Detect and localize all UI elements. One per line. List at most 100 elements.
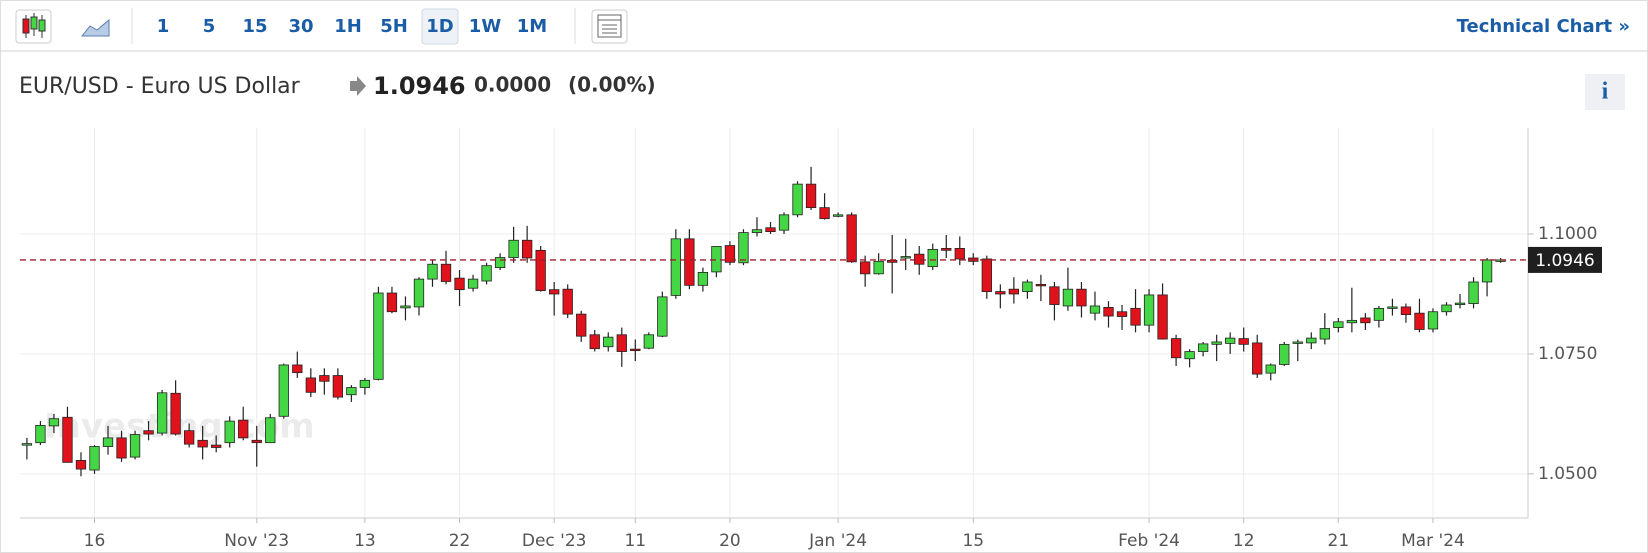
candle-body — [1387, 306, 1398, 309]
candle-body — [1157, 294, 1168, 340]
candle-body — [332, 375, 344, 398]
candle-body — [711, 246, 722, 273]
candlestick-icon[interactable] — [15, 9, 52, 44]
x-tick-label: Mar '24 — [1401, 531, 1465, 551]
candle-body — [265, 417, 276, 444]
interval[interactable]: 15 — [242, 16, 267, 37]
candle-body — [1468, 281, 1479, 304]
x-tick-label: Dec '23 — [522, 531, 587, 551]
candle-body — [643, 334, 654, 349]
interval[interactable]: 30 — [288, 16, 313, 37]
candle-body — [1116, 311, 1128, 317]
candle-body — [1265, 364, 1276, 374]
x-tick-label: 15 — [962, 531, 984, 551]
candle-body — [1184, 351, 1195, 360]
candle-body — [1252, 342, 1263, 375]
x-tick-label: 13 — [354, 531, 376, 551]
y-tick-label: 1.1000 — [1538, 224, 1597, 244]
candle-body — [292, 364, 303, 374]
candle-body — [1035, 283, 1047, 287]
candle-body — [616, 334, 627, 352]
candle-body — [116, 437, 127, 459]
candle-body — [603, 336, 614, 348]
candle-body — [494, 257, 506, 268]
x-tick-label: Nov '23 — [224, 531, 289, 551]
candle-body — [1346, 319, 1358, 324]
candle-body — [887, 259, 898, 263]
candle-body — [251, 439, 262, 444]
x-tick-label: 16 — [84, 531, 106, 551]
area-chart-icon[interactable] — [80, 18, 110, 37]
candle-body — [576, 313, 587, 337]
candle-body — [724, 245, 736, 263]
candle-body — [873, 260, 884, 275]
candle-body — [508, 239, 519, 258]
candle-body — [278, 364, 289, 417]
candle-body — [400, 305, 411, 309]
arrow-icon — [350, 76, 366, 96]
price-change-percent: (0.00%) — [568, 73, 656, 97]
candle-body — [1225, 337, 1236, 344]
last-price-label: 1.0946 — [1535, 251, 1594, 271]
candle-body — [630, 348, 641, 352]
candle-body — [1454, 302, 1466, 305]
candle-body — [102, 437, 114, 447]
info-icon[interactable]: i — [1602, 79, 1609, 105]
candle-body — [1211, 341, 1222, 345]
price-change: 0.0000 — [474, 73, 551, 97]
candle-body — [211, 444, 222, 448]
candle-body — [129, 434, 141, 458]
info-button[interactable] — [1585, 74, 1625, 110]
instrument-name: EUR/USD - Euro US Dollar — [19, 74, 301, 99]
candle-body — [467, 278, 479, 289]
candle-body — [562, 288, 573, 315]
candle-body — [224, 420, 235, 444]
x-tick-label: 22 — [449, 531, 471, 551]
candle-body — [589, 334, 600, 350]
candle-body — [1400, 306, 1412, 316]
technical-chart-link[interactable]: Technical Chart » — [1457, 16, 1630, 37]
candle-body — [859, 261, 871, 275]
candle-body — [35, 425, 46, 444]
y-tick-label: 1.0750 — [1538, 344, 1597, 364]
candle-body — [1481, 259, 1493, 283]
candle-body — [995, 291, 1006, 295]
candle-body — [1103, 307, 1114, 317]
candle-body — [778, 214, 790, 231]
candle-body — [1170, 338, 1182, 359]
candle-body — [1130, 307, 1141, 326]
interval[interactable]: 5 — [203, 16, 216, 37]
candle-body — [914, 253, 925, 265]
candle-body — [197, 439, 208, 448]
interval[interactable]: 1 — [157, 16, 170, 37]
candle-body — [1022, 281, 1033, 292]
candle-body — [1292, 341, 1303, 344]
candle-body — [1414, 312, 1425, 330]
candle-body — [805, 183, 817, 209]
candle-body — [413, 278, 425, 308]
candle-body — [1008, 288, 1020, 295]
last-price-box — [1528, 246, 1602, 273]
plot: 1.0500 1.0750 1.1000 16 Nov '23 13 22 Dec '23 11… — [20, 128, 1602, 551]
candle-body — [832, 214, 844, 217]
candle-body — [373, 292, 384, 380]
candle-body — [1427, 311, 1439, 330]
candle-body — [1049, 286, 1060, 305]
interval[interactable]: 5H — [380, 16, 408, 37]
candle-body — [359, 379, 371, 388]
candle-body — [75, 460, 87, 470]
candle-body — [62, 416, 73, 463]
x-tick-label: Feb '24 — [1118, 531, 1180, 551]
candle-body — [1373, 307, 1385, 321]
interval[interactable]: 1M — [517, 16, 547, 37]
layout-icon[interactable] — [591, 9, 628, 44]
candle-body — [1306, 337, 1317, 344]
candle-body — [427, 263, 438, 280]
candle-body — [454, 277, 465, 291]
interval[interactable]: 1D — [426, 16, 453, 37]
candle-body — [1238, 338, 1249, 345]
interval[interactable]: 1H — [334, 16, 362, 37]
interval[interactable]: 1W — [469, 16, 502, 37]
